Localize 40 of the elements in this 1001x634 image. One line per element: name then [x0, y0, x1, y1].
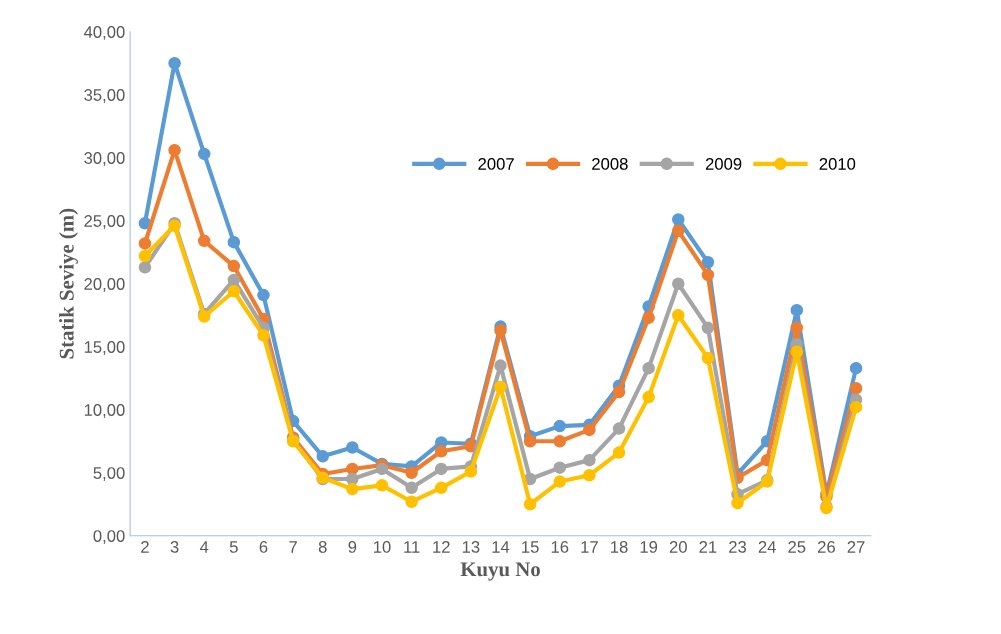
x-tick-label: 10	[373, 541, 391, 553]
y-tick-label: 10,00	[84, 404, 125, 418]
x-axis-title: Kuyu No	[460, 562, 540, 581]
x-tick-label: 23	[729, 541, 747, 553]
x-tick-label: 12	[433, 541, 450, 553]
x-tick-label: 2	[141, 541, 149, 553]
x-tick-label: 17	[581, 541, 598, 553]
y-tick-label: 30,00	[84, 152, 125, 166]
y-axis-title: Statik Seviye (m)	[59, 208, 79, 359]
x-tick-label: 11	[404, 541, 420, 553]
x-tick-label: 19	[640, 541, 658, 553]
x-tick-label: 8	[318, 541, 327, 553]
y-tick-label: 25,00	[84, 215, 125, 229]
x-tick-label: 18	[611, 541, 628, 553]
x-tick-label: 14	[492, 541, 510, 553]
x-tick-label: 26	[818, 541, 835, 553]
legend-label: 2007	[478, 158, 514, 170]
x-tick-label: 20	[669, 541, 687, 553]
x-tick-label: 25	[788, 541, 806, 553]
x-tick-label: 5	[229, 541, 238, 553]
x-tick-label: 27	[847, 541, 865, 553]
x-tick-label: 7	[289, 541, 297, 553]
legend-label: 2010	[819, 158, 856, 170]
x-tick-label: 6	[259, 541, 268, 553]
legend-label: 2008	[592, 158, 628, 170]
x-tick-label: 3	[170, 541, 179, 553]
x-tick-label: 15	[522, 541, 539, 553]
x-tick-label: 24	[758, 541, 776, 553]
x-tick-label: 21	[699, 541, 717, 553]
y-tick-label: 5,00	[93, 467, 125, 481]
y-tick-label: 15,00	[84, 341, 125, 355]
y-tick-label: 0,00	[93, 530, 125, 544]
x-tick-label: 13	[462, 541, 480, 553]
y-tick-label: 40,00	[83, 26, 125, 40]
x-tick-label: 9	[348, 541, 357, 553]
x-tick-label: 16	[551, 541, 569, 553]
legend-label: 2009	[705, 158, 742, 170]
y-tick-label: 20,00	[84, 278, 125, 292]
x-tick-label: 4	[199, 541, 209, 553]
y-tick-label: 35,00	[84, 89, 125, 103]
